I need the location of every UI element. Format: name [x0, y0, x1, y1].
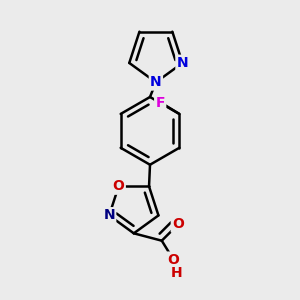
- Text: O: O: [172, 218, 184, 232]
- Text: N: N: [103, 208, 115, 222]
- Text: O: O: [112, 179, 124, 194]
- Text: O: O: [168, 253, 179, 267]
- Text: F: F: [155, 96, 165, 110]
- Text: N: N: [177, 56, 188, 70]
- Text: N: N: [150, 75, 162, 89]
- Text: H: H: [171, 266, 182, 280]
